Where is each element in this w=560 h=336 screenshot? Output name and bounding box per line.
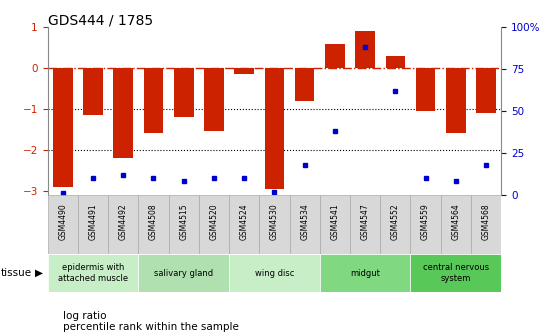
Bar (108, 195, 138, 254)
Text: log ratio: log ratio (63, 311, 107, 321)
Text: percentile rank within the sample: percentile rank within the sample (63, 322, 239, 332)
Text: GSM4520: GSM4520 (209, 204, 218, 240)
Bar (350, 195, 380, 254)
Bar (53, 68, 73, 187)
Bar (204, 68, 224, 131)
Text: GSM4491: GSM4491 (88, 204, 97, 240)
Bar (83, 68, 103, 115)
Text: GSM4524: GSM4524 (240, 204, 249, 240)
Bar (355, 31, 375, 68)
Text: GSM4515: GSM4515 (179, 204, 188, 240)
Bar (78, 195, 108, 254)
Bar (385, 55, 405, 68)
Bar (229, 195, 259, 254)
Bar (143, 68, 164, 133)
Bar (290, 195, 320, 254)
Bar (138, 254, 229, 292)
Bar (471, 195, 501, 254)
Bar (113, 68, 133, 158)
Text: GSM4547: GSM4547 (361, 204, 370, 241)
Bar (169, 195, 199, 254)
Text: tissue: tissue (1, 268, 32, 278)
Bar (295, 68, 315, 101)
Bar (199, 195, 229, 254)
Bar (174, 68, 194, 117)
Text: wing disc: wing disc (255, 268, 294, 278)
Text: GSM4490: GSM4490 (58, 204, 67, 241)
Text: midgut: midgut (350, 268, 380, 278)
Text: GSM4530: GSM4530 (270, 204, 279, 241)
Bar (259, 195, 290, 254)
Text: GSM4508: GSM4508 (149, 204, 158, 240)
Text: GSM4541: GSM4541 (330, 204, 339, 240)
Text: GSM4559: GSM4559 (421, 204, 430, 241)
Text: central nervous
system: central nervous system (423, 263, 489, 283)
Text: GDS444 / 1785: GDS444 / 1785 (48, 13, 153, 28)
Bar (234, 68, 254, 74)
Bar (416, 68, 436, 111)
Bar (410, 254, 501, 292)
Bar (320, 254, 410, 292)
Text: GSM4552: GSM4552 (391, 204, 400, 240)
Bar (264, 68, 284, 189)
Text: GSM4564: GSM4564 (451, 204, 460, 241)
Bar (410, 195, 441, 254)
Bar (138, 195, 169, 254)
Bar (380, 195, 410, 254)
Text: GSM4492: GSM4492 (119, 204, 128, 240)
Bar (48, 195, 78, 254)
Text: ▶: ▶ (35, 268, 43, 278)
Bar (476, 68, 496, 113)
Text: GSM4568: GSM4568 (482, 204, 491, 240)
Text: salivary gland: salivary gland (154, 268, 213, 278)
Text: GSM4534: GSM4534 (300, 204, 309, 241)
Bar (48, 254, 138, 292)
Bar (325, 44, 345, 68)
Bar (229, 254, 320, 292)
Bar (446, 68, 466, 133)
Bar (320, 195, 350, 254)
Text: epidermis with
attached muscle: epidermis with attached muscle (58, 263, 128, 283)
Bar (441, 195, 471, 254)
